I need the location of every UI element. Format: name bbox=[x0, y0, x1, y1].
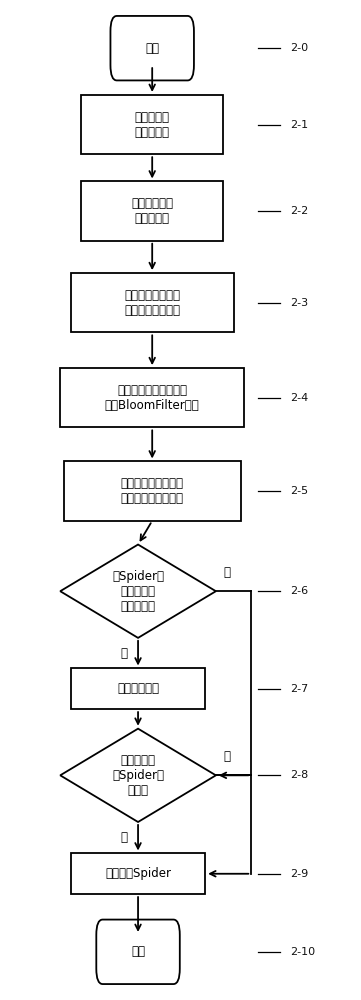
Text: 2-9: 2-9 bbox=[290, 869, 308, 879]
Text: 是: 是 bbox=[121, 831, 127, 844]
Bar bbox=[82, 95, 223, 154]
Text: 2-7: 2-7 bbox=[290, 684, 308, 694]
Text: 将获取到的新任务到分
布式BloomFilter去重: 将获取到的新任务到分 布式BloomFilter去重 bbox=[105, 384, 200, 412]
Bar bbox=[64, 461, 241, 521]
Text: 分析网页超链接并
获取新的任务集合: 分析网页超链接并 获取新的任务集合 bbox=[124, 289, 180, 317]
Bar bbox=[71, 853, 205, 894]
Text: 从分布式队
列获取任务: 从分布式队 列获取任务 bbox=[135, 111, 170, 139]
Text: 2-3: 2-3 bbox=[290, 298, 308, 308]
Bar bbox=[71, 668, 205, 709]
Text: 2-10: 2-10 bbox=[290, 947, 315, 957]
FancyBboxPatch shape bbox=[96, 920, 180, 984]
Text: 否: 否 bbox=[223, 750, 230, 763]
Text: 2-1: 2-1 bbox=[290, 120, 308, 130]
Text: 将去重后的新任务添
加到分布式任务队列: 将去重后的新任务添 加到分布式任务队列 bbox=[121, 477, 184, 505]
Text: 是: 是 bbox=[121, 647, 127, 660]
Bar bbox=[71, 273, 234, 332]
Text: 唤醒阻塞线程: 唤醒阻塞线程 bbox=[117, 682, 159, 695]
Polygon shape bbox=[60, 729, 216, 822]
Text: 2-4: 2-4 bbox=[290, 393, 308, 403]
Text: 本Spider组
件是否有抓
取线程阻塞: 本Spider组 件是否有抓 取线程阻塞 bbox=[112, 570, 164, 613]
FancyBboxPatch shape bbox=[110, 16, 194, 80]
Text: 2-5: 2-5 bbox=[290, 486, 308, 496]
Text: 唤醒休眠Spider: 唤醒休眠Spider bbox=[105, 867, 171, 880]
Text: 集群中是否
有Spider组
件休眠: 集群中是否 有Spider组 件休眠 bbox=[112, 754, 164, 797]
Bar bbox=[82, 181, 223, 241]
Text: 否: 否 bbox=[223, 566, 230, 579]
Text: 2-0: 2-0 bbox=[290, 43, 308, 53]
Text: 2-8: 2-8 bbox=[290, 770, 308, 780]
Text: 抓取相应网页
并存储结果: 抓取相应网页 并存储结果 bbox=[131, 197, 173, 225]
Polygon shape bbox=[60, 545, 216, 638]
Text: 结束: 结束 bbox=[131, 945, 145, 958]
Text: 2-6: 2-6 bbox=[290, 586, 308, 596]
Bar bbox=[60, 368, 244, 427]
Text: 2-2: 2-2 bbox=[290, 206, 308, 216]
Text: 开始: 开始 bbox=[145, 42, 159, 55]
